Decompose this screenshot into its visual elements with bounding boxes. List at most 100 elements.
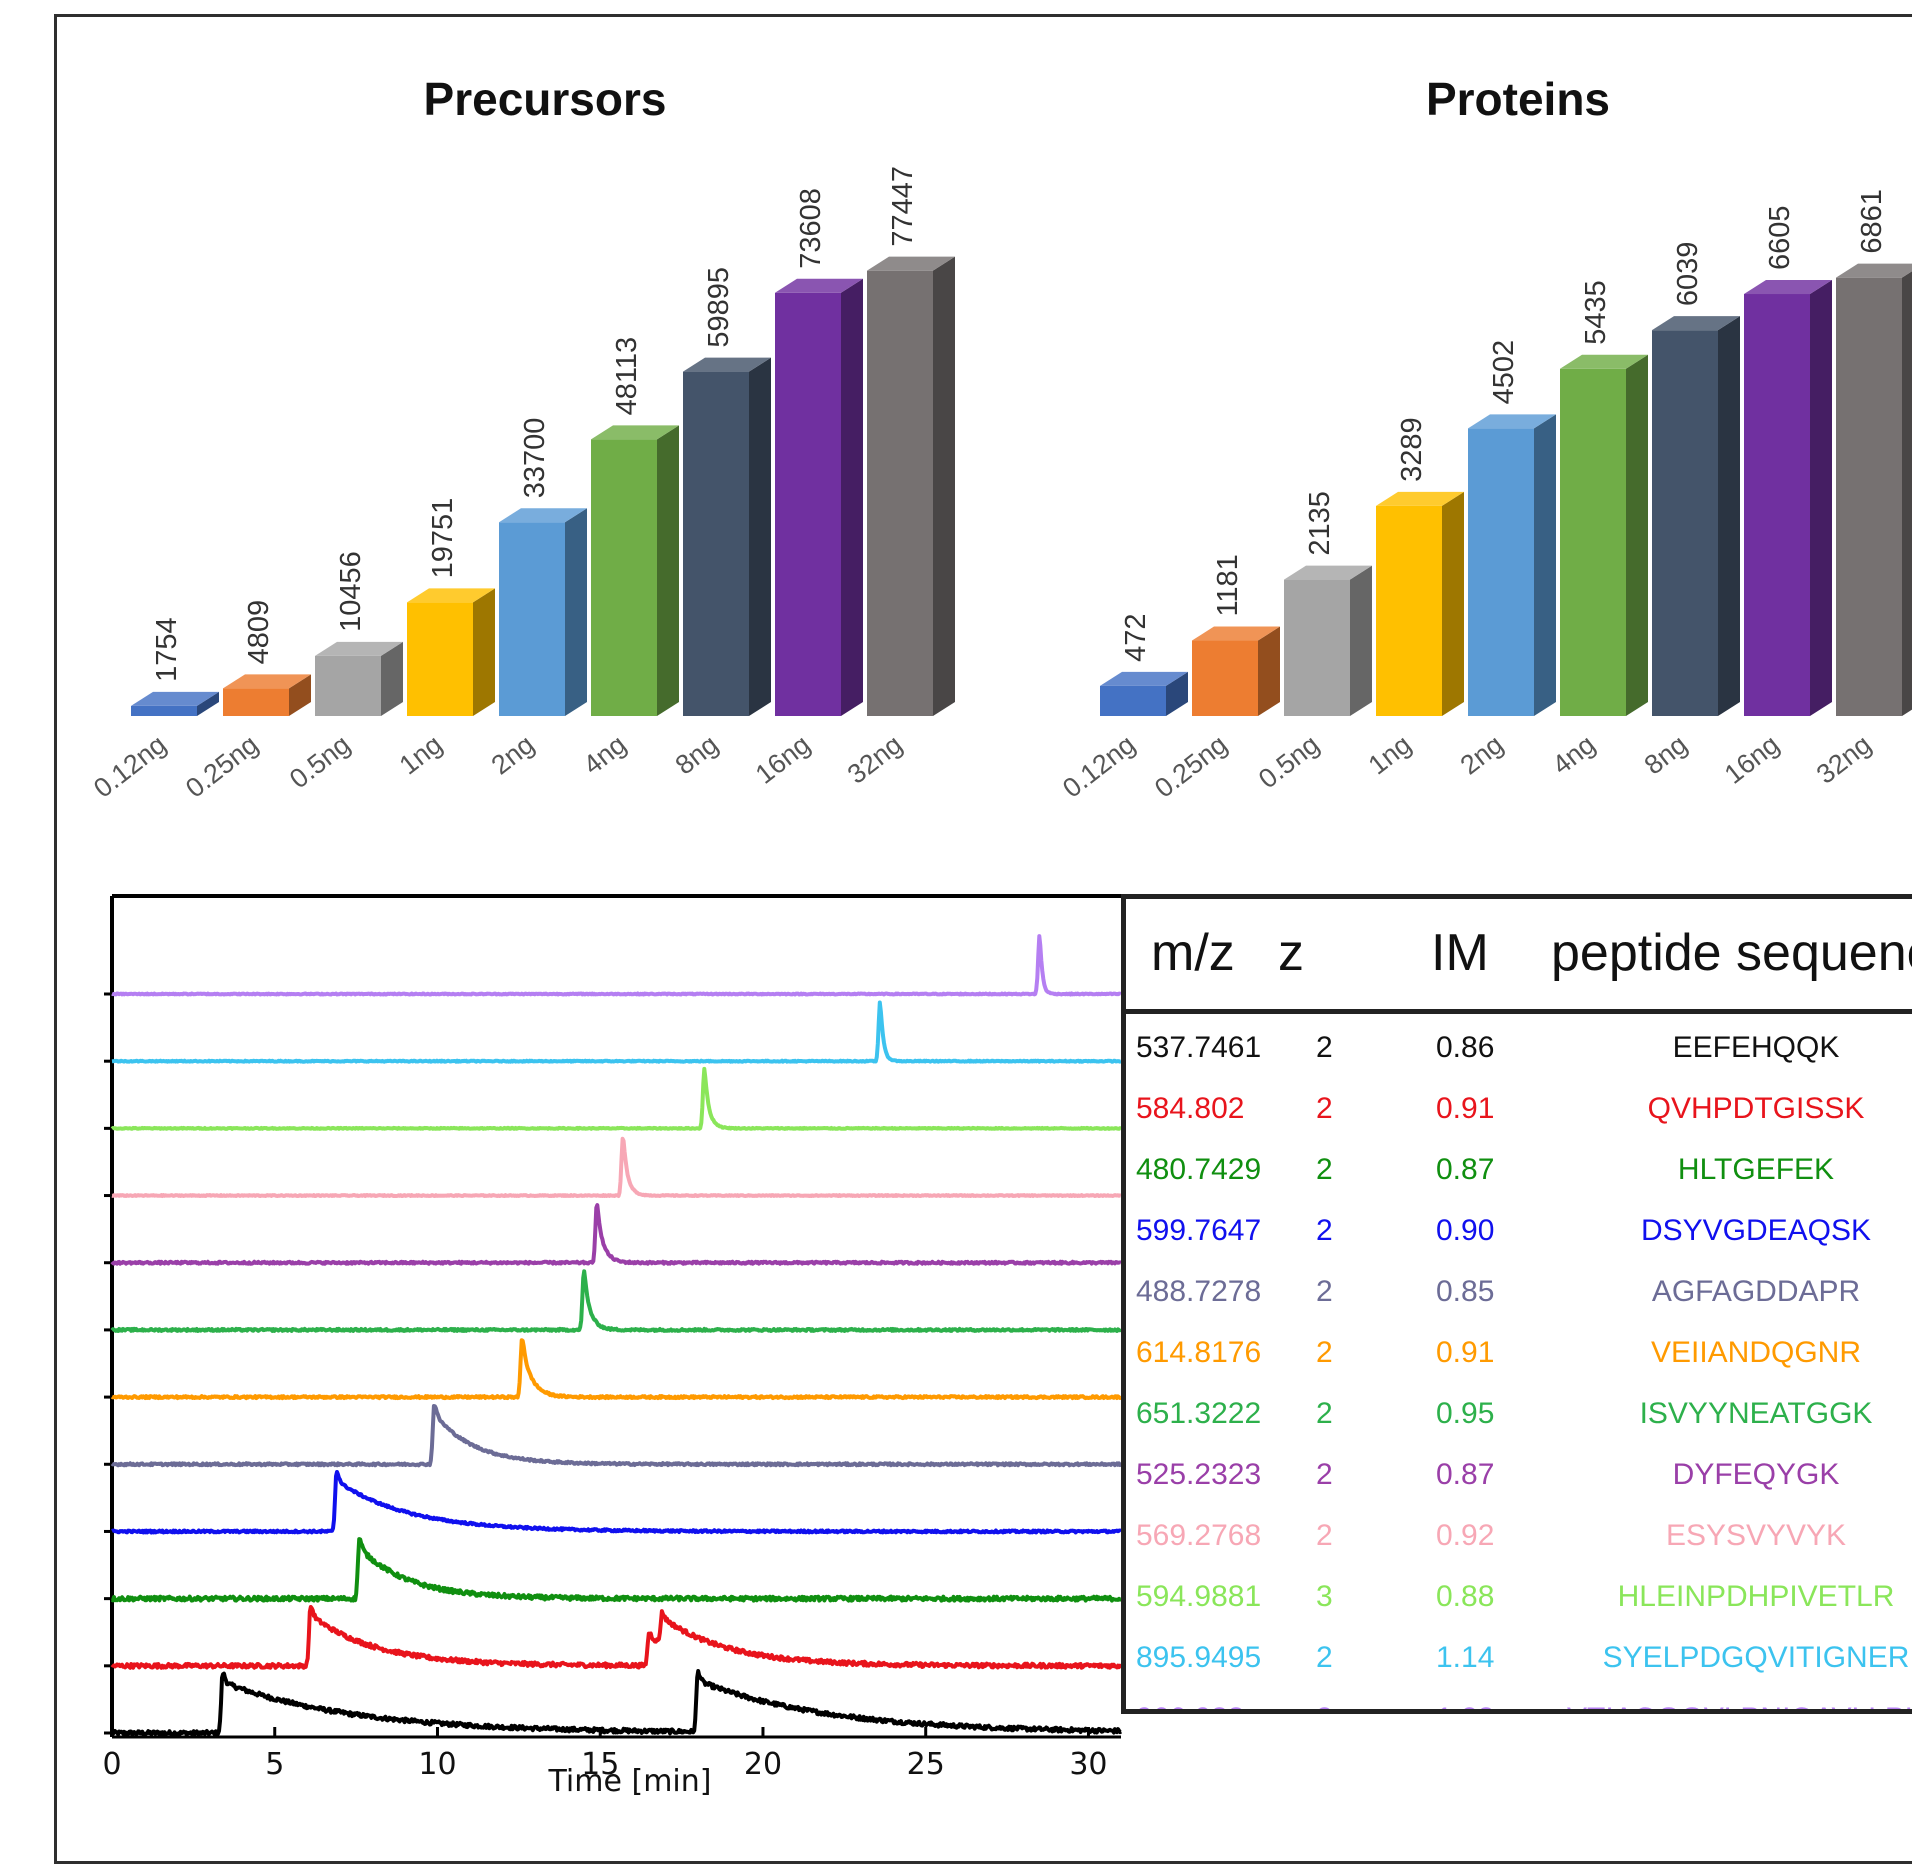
table-row: 966.088 2 1.23 VTIAQGGVLPNIQAVLLPKK: [1126, 1690, 1912, 1709]
z-cell: 2: [1316, 1397, 1333, 1430]
chromatogram-trace: [111, 1000, 1123, 1064]
bar: [407, 588, 495, 716]
mz-cell: 651.3222: [1136, 1397, 1262, 1430]
value-label: 1181: [1212, 554, 1244, 616]
column-header-peptide-sequence: peptide sequence: [1551, 924, 1912, 982]
bar-chart-1: Proteins4720.12ng11810.25ng21350.5ng3289…: [1057, 73, 1912, 804]
table-row: 651.3222 2 0.95 ISVYYNEATGGK: [1126, 1385, 1912, 1446]
table-row: 599.7647 2 0.90 DSYVGDEAQSK: [1126, 1202, 1912, 1263]
x-tick-label: 15: [581, 1747, 619, 1782]
x-tick-label: 5: [265, 1747, 284, 1782]
z-cell: 2: [1316, 1153, 1333, 1186]
bar: [131, 691, 219, 716]
im-cell: 1.14: [1436, 1641, 1495, 1674]
im-cell: 0.86: [1436, 1031, 1495, 1064]
bar: [1560, 354, 1648, 716]
bar-chart-title: Proteins: [1426, 73, 1610, 125]
z-cell: 2: [1316, 1519, 1333, 1552]
z-cell: 2: [1316, 1641, 1333, 1674]
mz-cell: 594.9881: [1136, 1580, 1262, 1613]
value-label: 3289: [1396, 417, 1428, 482]
z-cell: 3: [1316, 1580, 1333, 1613]
bar: [867, 256, 955, 716]
bar: [1744, 280, 1832, 716]
bar-charts: Precursors17540.12ng48090.25ng104560.5ng…: [88, 73, 1912, 804]
table-row: 614.8176 2 0.91 VEIIANDQGNR: [1126, 1324, 1912, 1385]
sequence-cell: ESYSVYVYK: [1665, 1519, 1847, 1552]
im-cell: 0.85: [1436, 1275, 1495, 1308]
chromatogram-trace: [110, 1066, 1123, 1131]
im-cell: 0.87: [1436, 1153, 1495, 1186]
value-label: 4809: [243, 600, 275, 665]
z-cell: 2: [1316, 1214, 1333, 1247]
sequence-cell: DYFEQYGK: [1672, 1458, 1840, 1491]
table-row: 584.802 2 0.91 QVHPDTGISSK: [1126, 1080, 1912, 1141]
bar-chart-title: Precursors: [424, 73, 667, 125]
bar: [1100, 671, 1188, 716]
z-cell: 2: [1316, 1092, 1333, 1125]
chromatogram-trace: [111, 1136, 1122, 1198]
bar: [1652, 316, 1740, 716]
value-label: 2135: [1304, 491, 1336, 556]
chromatogram-trace: [110, 1605, 1123, 1670]
value-label: 6605: [1764, 205, 1796, 270]
mz-cell: 480.7429: [1136, 1153, 1262, 1186]
mz-cell: 525.2323: [1136, 1458, 1262, 1491]
im-cell: 0.87: [1436, 1458, 1495, 1491]
bar: [499, 508, 587, 716]
sequence-cell: HLTGEFEK: [1677, 1153, 1835, 1186]
value-label: 10456: [335, 551, 367, 632]
sequence-cell: SYELPDGQVITIGNER: [1602, 1641, 1910, 1674]
chromatogram-plot: 0 5 10 15 20 25 30 Time [min]: [102, 894, 1123, 1799]
chromatogram-trace: [110, 1269, 1123, 1333]
mz-cell: 537.7461: [1136, 1031, 1262, 1064]
value-label: 19751: [427, 498, 459, 579]
sequence-cell: DSYVGDEAQSK: [1640, 1214, 1872, 1247]
im-cell: 0.90: [1436, 1214, 1495, 1247]
im-cell: 0.92: [1436, 1519, 1495, 1552]
peptide-table: m/z z IM peptide sequence 537.7461 2 0.86 E…: [1121, 894, 1912, 1714]
table-row: 569.2768 2 0.92 ESYSVYVYK: [1126, 1507, 1912, 1568]
sequence-cell: ISVYYNEATGGK: [1639, 1397, 1873, 1430]
chromatogram-trace: [110, 1669, 1123, 1737]
value-label: 73608: [795, 188, 827, 269]
mz-cell: 614.8176: [1136, 1336, 1262, 1369]
column-header-im: IM: [1431, 924, 1489, 982]
value-label: 6039: [1672, 242, 1704, 307]
bar: [1192, 626, 1280, 716]
im-cell: 0.91: [1436, 1092, 1495, 1125]
value-label: 5435: [1580, 280, 1612, 345]
value-label: 33700: [519, 418, 551, 499]
bar: [591, 425, 679, 716]
chromatogram-trace: [111, 934, 1123, 997]
z-cell: 2: [1316, 1275, 1333, 1308]
z-cell: 2: [1316, 1458, 1333, 1491]
im-cell: 0.88: [1436, 1580, 1495, 1613]
bar: [775, 278, 863, 716]
z-cell: 2: [1316, 1031, 1333, 1064]
bar: [223, 674, 311, 716]
value-label: 77447: [887, 166, 919, 247]
table-row: 537.7461 2 0.86 EEFEHQQK: [1126, 1019, 1912, 1080]
sequence-cell: VEIIANDQGNR: [1650, 1336, 1862, 1369]
value-label: 4502: [1488, 340, 1520, 405]
mz-cell: 569.2768: [1136, 1519, 1262, 1552]
value-label: 1754: [151, 617, 183, 682]
table-header: m/z z IM peptide sequence: [1126, 899, 1912, 1014]
table-row: 488.7278 2 0.85 AGFAGDDAPR: [1126, 1263, 1912, 1324]
im-cell: 0.95: [1436, 1397, 1495, 1430]
sequence-cell: EEFEHQQK: [1672, 1031, 1840, 1064]
bar: [1376, 491, 1464, 716]
chromatogram-trace: [110, 1338, 1122, 1401]
value-label: 59895: [703, 267, 735, 348]
z-cell: 2: [1316, 1336, 1333, 1369]
table-row: 480.7429 2 0.87 HLTGEFEK: [1126, 1141, 1912, 1202]
bar: [1468, 414, 1556, 716]
sequence-cell: QVHPDTGISSK: [1647, 1092, 1865, 1125]
chromatogram-trace: [110, 1404, 1123, 1468]
column-header-z: z: [1278, 924, 1304, 982]
mz-cell: 599.7647: [1136, 1214, 1262, 1247]
bar: [683, 357, 771, 716]
mz-cell: 895.9495: [1136, 1641, 1262, 1674]
sequence-cell: HLEINPDHPIVETLR: [1617, 1580, 1895, 1613]
